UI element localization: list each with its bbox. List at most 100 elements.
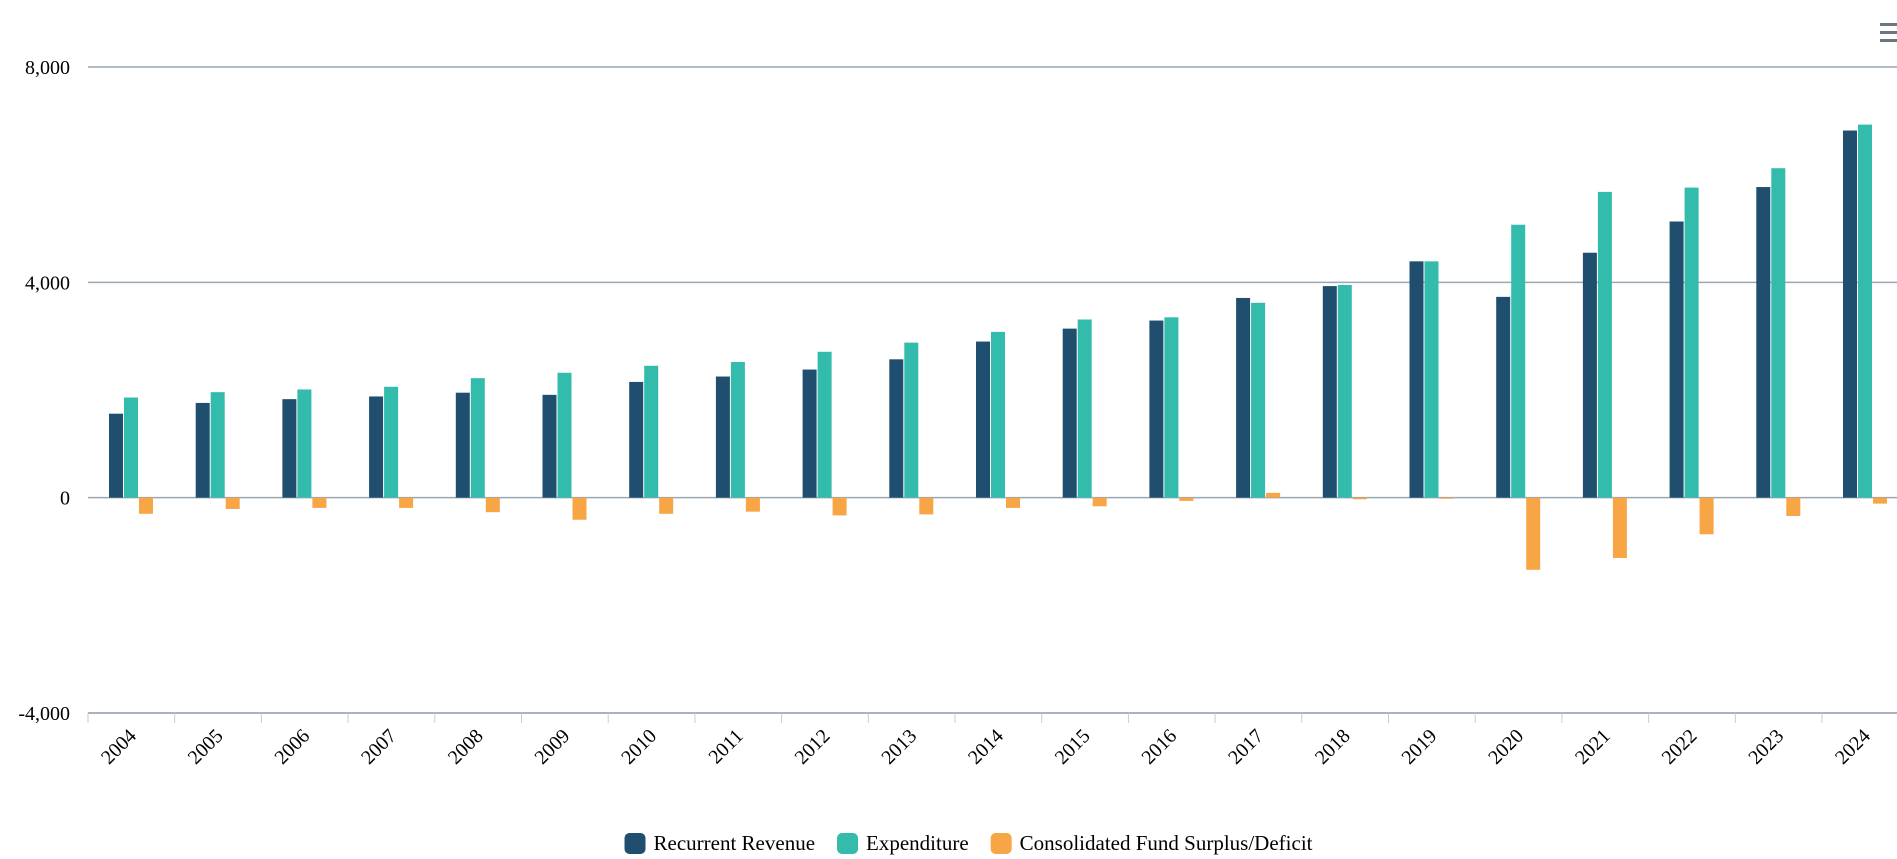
legend-swatch xyxy=(837,833,859,854)
bar-expenditure-2010[interactable] xyxy=(644,365,659,498)
bar-expenditure-2016[interactable] xyxy=(1164,317,1179,498)
x-tick-label: 2017 xyxy=(1224,725,1268,769)
bar-recurrent-revenue-2011[interactable] xyxy=(715,376,730,498)
bar-consolidated-fund-surplus-deficit-2005[interactable] xyxy=(225,497,240,509)
bar-consolidated-fund-surplus-deficit-2019[interactable] xyxy=(1439,497,1454,499)
x-tick-label: 2004 xyxy=(97,725,141,769)
bar-recurrent-revenue-2004[interactable] xyxy=(109,413,123,498)
bar-consolidated-fund-surplus-deficit-2017[interactable] xyxy=(1266,492,1281,498)
bar-consolidated-fund-surplus-deficit-2012[interactable] xyxy=(832,497,847,516)
x-axis: 2004 2005 2006 2007 2008 2009 2010 2011 2012 2013… xyxy=(87,713,1875,769)
legend-item-consolidated-fund-surplus-deficit[interactable]: Consolidated Fund Surplus/Deficit xyxy=(990,831,1313,855)
bar-expenditure-2018[interactable] xyxy=(1337,285,1352,498)
bar-expenditure-2005[interactable] xyxy=(210,392,225,498)
x-tick-label: 2015 xyxy=(1051,725,1095,769)
bar-consolidated-fund-surplus-deficit-2016[interactable] xyxy=(1179,497,1194,501)
bar-recurrent-revenue-2007[interactable] xyxy=(369,396,384,498)
bar-recurrent-revenue-2005[interactable] xyxy=(195,402,210,498)
bar-consolidated-fund-surplus-deficit-2024[interactable] xyxy=(1873,497,1887,504)
x-tick-label: 2014 xyxy=(964,725,1008,769)
x-tick-label: 2010 xyxy=(617,725,661,769)
bars xyxy=(109,124,1887,570)
bar-expenditure-2013[interactable] xyxy=(904,342,919,498)
bar-expenditure-2017[interactable] xyxy=(1251,302,1266,498)
bar-recurrent-revenue-2018[interactable] xyxy=(1322,286,1337,498)
bar-recurrent-revenue-2016[interactable] xyxy=(1149,320,1164,498)
bar-expenditure-2011[interactable] xyxy=(730,362,745,498)
legend[interactable]: Recurrent Revenue Expenditure Consolidated… xyxy=(624,831,1313,855)
bar-recurrent-revenue-2023[interactable] xyxy=(1756,187,1771,498)
legend-item-expenditure[interactable]: Expenditure xyxy=(837,831,969,855)
bar-expenditure-2014[interactable] xyxy=(991,331,1005,498)
legend-label: Consolidated Fund Surplus/Deficit xyxy=(1020,831,1313,855)
x-tick-label: 2023 xyxy=(1744,725,1788,769)
bar-recurrent-revenue-2022[interactable] xyxy=(1669,221,1684,498)
bar-expenditure-2006[interactable] xyxy=(297,389,312,498)
bar-recurrent-revenue-2013[interactable] xyxy=(889,359,904,498)
x-tick-label: 2018 xyxy=(1311,725,1355,769)
bar-expenditure-2022[interactable] xyxy=(1684,187,1699,498)
bar-consolidated-fund-surplus-deficit-2022[interactable] xyxy=(1699,497,1714,535)
bar-consolidated-fund-surplus-deficit-2021[interactable] xyxy=(1612,497,1627,558)
bar-expenditure-2008[interactable] xyxy=(470,378,485,498)
bar-consolidated-fund-surplus-deficit-2006[interactable] xyxy=(312,497,327,508)
x-tick-label: 2016 xyxy=(1137,725,1181,769)
bar-recurrent-revenue-2008[interactable] xyxy=(455,392,470,498)
bar-consolidated-fund-surplus-deficit-2015[interactable] xyxy=(1092,497,1107,507)
bar-expenditure-2021[interactable] xyxy=(1597,191,1612,498)
bar-expenditure-2015[interactable] xyxy=(1077,319,1092,498)
bar-recurrent-revenue-2014[interactable] xyxy=(976,341,990,498)
legend-swatch xyxy=(990,833,1012,854)
bar-expenditure-2020[interactable] xyxy=(1511,224,1526,498)
y-tick-label: 4,000 xyxy=(25,272,70,294)
x-tick-label: 2024 xyxy=(1831,725,1875,769)
legend-item-recurrent-revenue[interactable]: Recurrent Revenue xyxy=(624,831,816,855)
bar-recurrent-revenue-2009[interactable] xyxy=(542,394,557,498)
bar-consolidated-fund-surplus-deficit-2009[interactable] xyxy=(572,497,587,520)
x-tick-label: 2005 xyxy=(184,725,228,769)
hamburger-menu-icon[interactable] xyxy=(1880,23,1897,42)
bar-consolidated-fund-surplus-deficit-2008[interactable] xyxy=(485,497,500,513)
bar-consolidated-fund-surplus-deficit-2011[interactable] xyxy=(745,497,760,512)
bar-consolidated-fund-surplus-deficit-2023[interactable] xyxy=(1786,497,1801,516)
bar-expenditure-2012[interactable] xyxy=(817,351,832,498)
x-tick-label: 2022 xyxy=(1658,725,1702,769)
bar-recurrent-revenue-2024[interactable] xyxy=(1843,130,1857,498)
x-tick-label: 2012 xyxy=(791,725,835,769)
legend-label: Recurrent Revenue xyxy=(654,831,816,855)
x-tick-label: 2019 xyxy=(1398,725,1442,769)
x-tick-label: 2008 xyxy=(444,725,488,769)
bar-consolidated-fund-surplus-deficit-2007[interactable] xyxy=(399,497,414,508)
y-tick-label: 8,000 xyxy=(25,57,70,79)
bar-consolidated-fund-surplus-deficit-2018[interactable] xyxy=(1352,497,1367,500)
x-tick-label: 2020 xyxy=(1484,725,1528,769)
bar-recurrent-revenue-2010[interactable] xyxy=(629,381,644,498)
bar-recurrent-revenue-2017[interactable] xyxy=(1236,297,1251,498)
bar-recurrent-revenue-2020[interactable] xyxy=(1496,296,1511,498)
bar-recurrent-revenue-2006[interactable] xyxy=(282,399,297,498)
bar-consolidated-fund-surplus-deficit-2010[interactable] xyxy=(659,497,674,514)
bar-expenditure-2007[interactable] xyxy=(384,386,399,498)
bar-consolidated-fund-surplus-deficit-2013[interactable] xyxy=(919,497,934,515)
bar-expenditure-2024[interactable] xyxy=(1858,124,1872,498)
x-tick-label: 2007 xyxy=(357,725,401,769)
x-tick-label: 2021 xyxy=(1571,725,1615,769)
x-tick-label: 2006 xyxy=(270,725,314,769)
bar-recurrent-revenue-2012[interactable] xyxy=(802,369,817,498)
bar-recurrent-revenue-2015[interactable] xyxy=(1062,328,1077,498)
y-tick-label: 0 xyxy=(60,488,70,510)
bar-consolidated-fund-surplus-deficit-2020[interactable] xyxy=(1526,497,1541,570)
y-axis-tick-labels: -4,000 0 4,000 8,000 xyxy=(18,57,70,725)
bar-consolidated-fund-surplus-deficit-2004[interactable] xyxy=(139,497,153,514)
bar-expenditure-2009[interactable] xyxy=(557,372,572,498)
bar-recurrent-revenue-2021[interactable] xyxy=(1582,252,1597,498)
bar-expenditure-2004[interactable] xyxy=(124,397,138,498)
bar-expenditure-2019[interactable] xyxy=(1424,261,1439,498)
bar-consolidated-fund-surplus-deficit-2014[interactable] xyxy=(1006,497,1020,508)
y-tick-label: -4,000 xyxy=(18,703,70,725)
x-tick-label: 2009 xyxy=(531,725,575,769)
bar-expenditure-2023[interactable] xyxy=(1771,168,1786,498)
legend-label: Expenditure xyxy=(866,831,969,855)
bar-recurrent-revenue-2019[interactable] xyxy=(1409,261,1424,498)
